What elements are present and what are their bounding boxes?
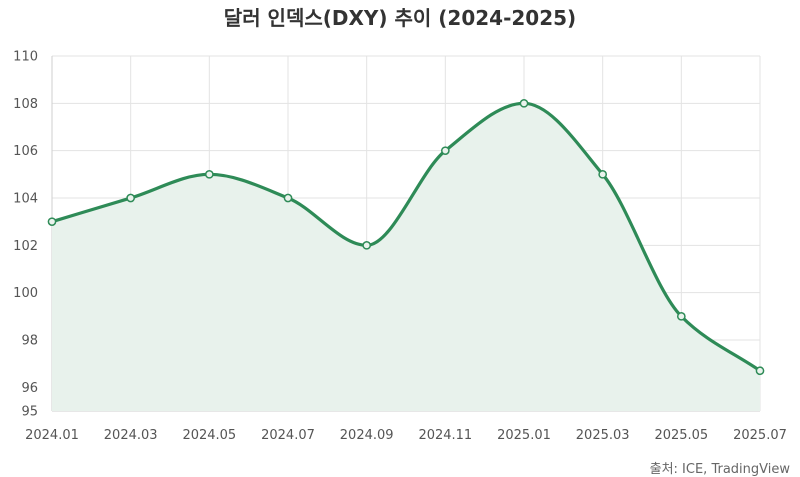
series-area-fill	[52, 103, 760, 411]
data-point	[440, 146, 450, 156]
y-tick-label: 104	[13, 192, 38, 207]
y-tick-label: 106	[13, 144, 38, 159]
y-tick-label: 96	[21, 381, 38, 396]
y-tick-label: 100	[13, 286, 38, 301]
x-tick-label: 2025.05	[654, 428, 708, 443]
x-tick-label: 2024.11	[418, 428, 472, 443]
series-line	[50, 101, 762, 373]
chart-title: 달러 인덱스(DXY) 추이 (2024-2025)	[223, 6, 577, 30]
data-point	[47, 217, 57, 227]
data-point	[598, 169, 608, 179]
source-note: 출처: ICE, TradingView	[649, 462, 790, 477]
data-points	[47, 98, 765, 376]
y-tick-label: 98	[21, 334, 38, 349]
data-point	[519, 98, 529, 108]
x-tick-label: 2025.01	[497, 428, 551, 443]
x-tick-label: 2024.09	[340, 428, 394, 443]
y-tick-label: 110	[13, 50, 38, 65]
x-axis-ticks: 2024.01 2024.03 2024.05 2024.07 2024.09 2024.…	[25, 428, 787, 443]
y-axis-ticks: 95 96 98 100 102 104 106 108 110	[13, 50, 38, 420]
series-line-layer	[50, 101, 762, 373]
x-tick-label: 2024.03	[104, 428, 158, 443]
y-tick-label: 95	[21, 405, 38, 420]
data-point	[283, 193, 293, 203]
x-tick-label: 2024.05	[182, 428, 236, 443]
data-point	[676, 311, 686, 321]
y-tick-label: 102	[13, 239, 38, 254]
x-tick-label: 2024.01	[25, 428, 79, 443]
y-tick-label: 108	[13, 97, 38, 112]
area-fill-layer	[52, 103, 760, 411]
x-tick-label: 2025.03	[576, 428, 630, 443]
data-point	[204, 169, 214, 179]
data-point	[126, 193, 136, 203]
data-point	[755, 366, 765, 376]
x-tick-label: 2025.07	[733, 428, 787, 443]
data-point	[362, 240, 372, 250]
x-tick-label: 2024.07	[261, 428, 315, 443]
